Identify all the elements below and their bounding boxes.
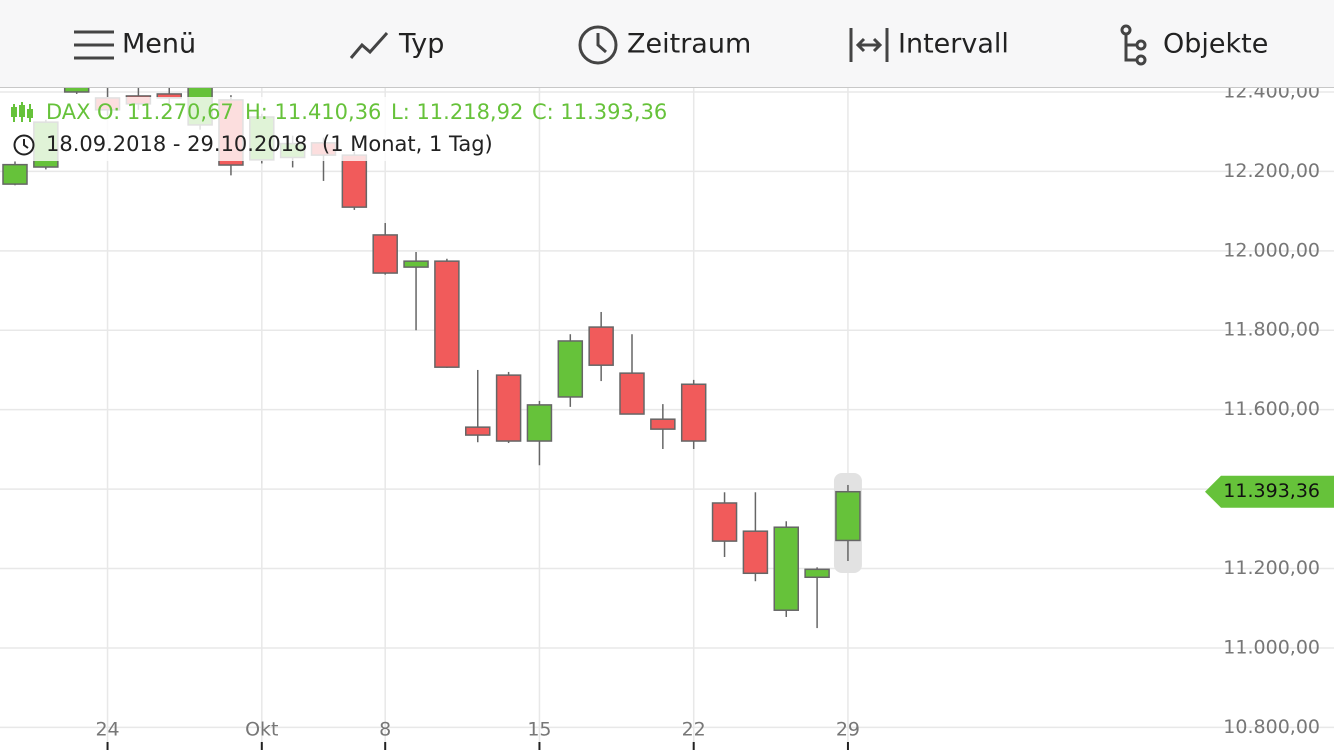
candle-body [835, 490, 861, 542]
x-tick-label: 15 [527, 719, 551, 741]
y-tick-label: 11.600,00 [1223, 398, 1320, 420]
candle-body [650, 418, 676, 430]
y-tick-label: 11.200,00 [1223, 557, 1320, 579]
type-label[interactable]: Typ [398, 29, 444, 60]
objects-label[interactable]: Objekte [1163, 29, 1268, 60]
y-tick-label: 10.800,00 [1223, 716, 1320, 738]
y-tick-label: 12.000,00 [1223, 239, 1320, 261]
type-icon [349, 31, 389, 59]
candle-body [2, 163, 28, 185]
x-tick-label: Okt [245, 719, 278, 741]
candle-body [588, 326, 614, 366]
toolbar-bg [0, 0, 1334, 87]
candle-body [341, 154, 368, 208]
candle-body [711, 502, 738, 542]
candle-body [526, 404, 553, 442]
interval-label[interactable]: Intervall [898, 29, 1009, 60]
ohlc-high: H: 11.410,36 [245, 100, 381, 124]
y-tick-label: 12.200,00 [1223, 160, 1320, 182]
clock-icon [13, 134, 35, 156]
x-tick-label: 29 [836, 719, 860, 741]
candle-body [773, 526, 799, 611]
x-tick-label: 8 [379, 719, 391, 741]
ohlc-name: DAX [46, 100, 91, 124]
toolbar: Menü Typ Zeitraum Intervall Objekte [0, 0, 1334, 88]
candle-body [372, 234, 398, 274]
candle-body [619, 372, 645, 415]
candle-body [804, 568, 830, 579]
type-button[interactable]: Typ [349, 29, 444, 60]
timerange-button[interactable]: Zeitraum [578, 25, 751, 65]
period-label: (1 Monat, 1 Tag) [322, 132, 493, 156]
range-label: 18.09.2018 - 29.10.2018 [46, 132, 307, 156]
candle-body [63, 88, 90, 93]
ohlc-open: O: 11.270,67 [97, 100, 234, 124]
menu-label[interactable]: Menü [122, 29, 196, 60]
ohlc-close: C: 11.393,36 [532, 100, 667, 124]
x-tick-label: 22 [682, 719, 706, 741]
menu-button[interactable]: Menü [74, 29, 196, 60]
ohlc-low: L: 11.218,92 [391, 100, 523, 124]
timerange-label[interactable]: Zeitraum [627, 29, 751, 60]
candle-body [557, 340, 584, 398]
candle-body [495, 374, 522, 442]
objects-button[interactable]: Objekte [1120, 24, 1268, 66]
candle-icon [11, 102, 33, 122]
candle-body [434, 260, 460, 368]
y-tick-label: 11.800,00 [1223, 319, 1320, 341]
candle-body [742, 530, 769, 575]
x-tick-label: 24 [95, 719, 119, 741]
candle-body [465, 426, 491, 436]
legend-backdrop [0, 97, 505, 161]
candle-body [403, 260, 429, 268]
price-tag [1205, 475, 1334, 508]
timerange-icon [578, 25, 618, 65]
candle-body [680, 383, 707, 442]
menu-icon [74, 30, 114, 60]
y-tick-label: 11.000,00 [1223, 636, 1320, 658]
price-tag-label: 11.393,36 [1223, 480, 1320, 502]
objects-icon [1120, 24, 1147, 66]
interval-icon [849, 28, 889, 62]
overlay: DAX O: 11.270,67 H: 11.410,36 L: 11.218,… [0, 80, 1334, 750]
interval-button[interactable]: Intervall [849, 28, 1009, 62]
